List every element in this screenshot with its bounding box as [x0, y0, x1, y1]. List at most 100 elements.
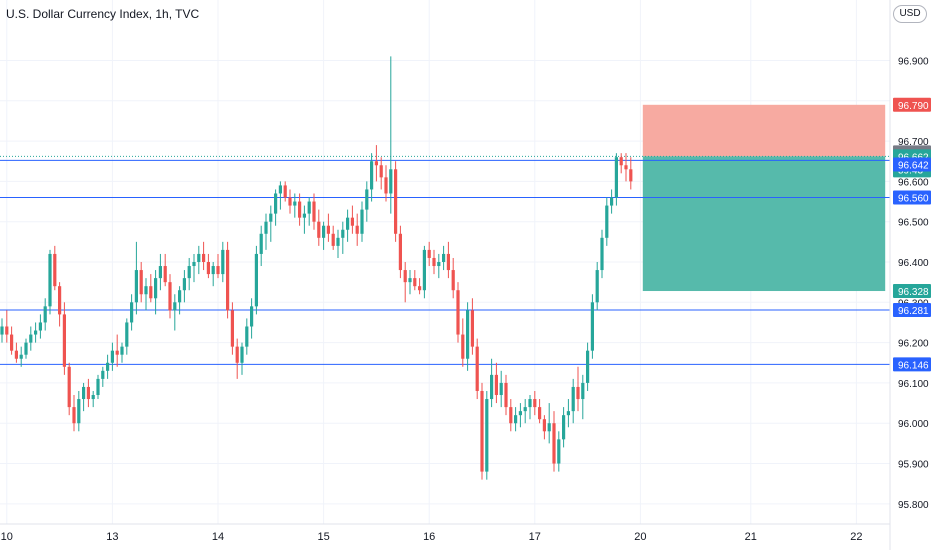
candle-up[interactable]	[250, 306, 254, 327]
candle-down[interactable]	[552, 423, 556, 464]
candle-up[interactable]	[144, 286, 148, 295]
candle-down[interactable]	[355, 225, 359, 234]
candle-up[interactable]	[211, 266, 215, 275]
candle-down[interactable]	[427, 249, 431, 258]
candle-up[interactable]	[0, 326, 4, 335]
price-axis[interactable]	[890, 0, 932, 550]
candle-up[interactable]	[518, 411, 522, 416]
candle-up[interactable]	[29, 334, 33, 343]
candle-up[interactable]	[547, 423, 551, 432]
candle-up[interactable]	[562, 415, 566, 440]
candle-up[interactable]	[514, 415, 518, 424]
candle-up[interactable]	[48, 253, 52, 307]
candle-down[interactable]	[451, 270, 455, 291]
candle-up[interactable]	[221, 249, 225, 275]
candle-down[interactable]	[67, 366, 71, 408]
candle-down[interactable]	[494, 374, 498, 396]
candle-up[interactable]	[106, 362, 110, 371]
candle-up[interactable]	[134, 270, 138, 303]
candle-down[interactable]	[298, 201, 302, 218]
candle-up[interactable]	[82, 386, 86, 400]
candle-down[interactable]	[379, 165, 383, 178]
candle-up[interactable]	[523, 407, 527, 412]
candle-up[interactable]	[274, 193, 278, 214]
candle-down[interactable]	[202, 253, 206, 262]
candle-up[interactable]	[528, 399, 532, 408]
candle-up[interactable]	[614, 157, 618, 198]
candle-up[interactable]	[581, 382, 585, 400]
candle-down[interactable]	[58, 286, 62, 315]
candle-up[interactable]	[19, 354, 23, 359]
candle-down[interactable]	[62, 314, 66, 367]
candle-up[interactable]	[590, 302, 594, 351]
candle-up[interactable]	[269, 213, 273, 222]
candle-down[interactable]	[139, 270, 143, 295]
candle-up[interactable]	[192, 262, 196, 267]
candle-up[interactable]	[77, 399, 81, 424]
candle-up[interactable]	[264, 221, 268, 234]
candle-up[interactable]	[346, 217, 350, 230]
candle-up[interactable]	[360, 209, 364, 234]
candle-down[interactable]	[288, 197, 292, 206]
candle-up[interactable]	[178, 290, 182, 303]
candle-up[interactable]	[490, 374, 494, 400]
candle-up[interactable]	[34, 330, 38, 335]
candle-down[interactable]	[374, 161, 378, 166]
candle-down[interactable]	[53, 253, 57, 287]
candle-down[interactable]	[235, 346, 239, 363]
candle-down[interactable]	[403, 270, 407, 283]
candle-up[interactable]	[341, 229, 345, 238]
candle-up[interactable]	[240, 346, 244, 363]
candle-up[interactable]	[408, 278, 412, 283]
candle-up[interactable]	[120, 346, 124, 355]
candle-up[interactable]	[557, 439, 561, 464]
candle-down[interactable]	[542, 419, 546, 432]
candle-up[interactable]	[605, 205, 609, 238]
candle-up[interactable]	[389, 169, 393, 194]
candle-down[interactable]	[446, 253, 450, 271]
take-profit-zone[interactable]	[642, 156, 886, 292]
candle-down[interactable]	[504, 382, 508, 408]
candle-up[interactable]	[130, 302, 134, 323]
candle-down[interactable]	[149, 286, 153, 299]
candle-up[interactable]	[370, 161, 374, 190]
candle-down[interactable]	[432, 257, 436, 267]
candle-down[interactable]	[538, 407, 542, 420]
candle-up[interactable]	[499, 382, 503, 396]
candle-down[interactable]	[331, 233, 335, 246]
candle-up[interactable]	[466, 310, 470, 359]
candle-down[interactable]	[206, 262, 210, 275]
candle-up[interactable]	[437, 262, 441, 267]
candle-down[interactable]	[115, 350, 119, 355]
candle-down[interactable]	[461, 334, 465, 359]
candle-up[interactable]	[154, 278, 158, 299]
candle-down[interactable]	[350, 217, 354, 226]
candle-up[interactable]	[24, 342, 28, 355]
candle-up[interactable]	[485, 399, 489, 472]
candle-down[interactable]	[394, 169, 398, 234]
candle-up[interactable]	[91, 395, 95, 400]
candle-down[interactable]	[168, 282, 172, 311]
candle-up[interactable]	[571, 386, 575, 412]
candle-down[interactable]	[413, 278, 417, 287]
candle-up[interactable]	[187, 266, 191, 279]
candle-up[interactable]	[38, 322, 42, 331]
candle-up[interactable]	[96, 378, 100, 396]
candle-up[interactable]	[158, 266, 162, 279]
candle-down[interactable]	[5, 326, 9, 335]
candle-up[interactable]	[307, 201, 311, 214]
candle-up[interactable]	[293, 201, 297, 206]
candle-up[interactable]	[101, 370, 105, 379]
candle-up[interactable]	[259, 233, 263, 254]
candle-down[interactable]	[384, 177, 388, 194]
candle-down[interactable]	[533, 399, 537, 408]
candle-down[interactable]	[624, 165, 628, 170]
candle-up[interactable]	[322, 225, 326, 238]
candle-down[interactable]	[629, 169, 633, 182]
candle-up[interactable]	[182, 278, 186, 291]
candle-down[interactable]	[509, 407, 513, 424]
candle-down[interactable]	[86, 386, 90, 400]
candle-up[interactable]	[595, 270, 599, 303]
candle-up[interactable]	[110, 350, 114, 363]
